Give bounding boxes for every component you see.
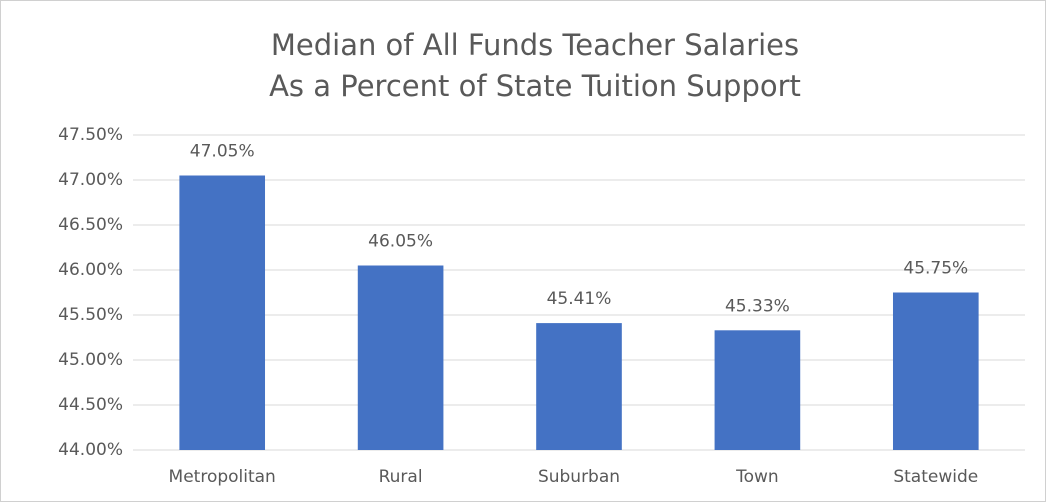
data-label: 46.05%: [368, 232, 433, 252]
bar: [892, 292, 979, 450]
x-tick-label: Suburban: [538, 467, 620, 487]
data-label: 45.75%: [903, 259, 968, 279]
bar: [714, 330, 801, 450]
y-tick-label: 45.00%: [58, 350, 123, 370]
x-tick-label: Town: [735, 467, 779, 487]
x-tick-label: Statewide: [893, 467, 978, 487]
chart-title: As a Percent of State Tuition Support: [269, 69, 801, 103]
x-tick-label: Metropolitan: [169, 467, 276, 487]
y-tick-label: 47.00%: [58, 170, 123, 190]
bar: [179, 175, 266, 450]
y-tick-label: 47.50%: [58, 125, 123, 145]
y-tick-label: 44.00%: [58, 440, 123, 460]
chart-title: Median of All Funds Teacher Salaries: [271, 28, 799, 62]
y-tick-label: 46.00%: [58, 260, 123, 280]
data-label: 45.41%: [547, 289, 612, 309]
y-tick-label: 44.50%: [58, 395, 123, 415]
bar: [536, 323, 622, 450]
y-tick-label: 46.50%: [58, 215, 123, 235]
x-tick-label: Rural: [379, 467, 423, 487]
bar: [357, 265, 444, 450]
data-label: 47.05%: [190, 142, 255, 162]
y-tick-label: 45.50%: [58, 305, 123, 325]
data-label: 45.33%: [725, 296, 790, 316]
